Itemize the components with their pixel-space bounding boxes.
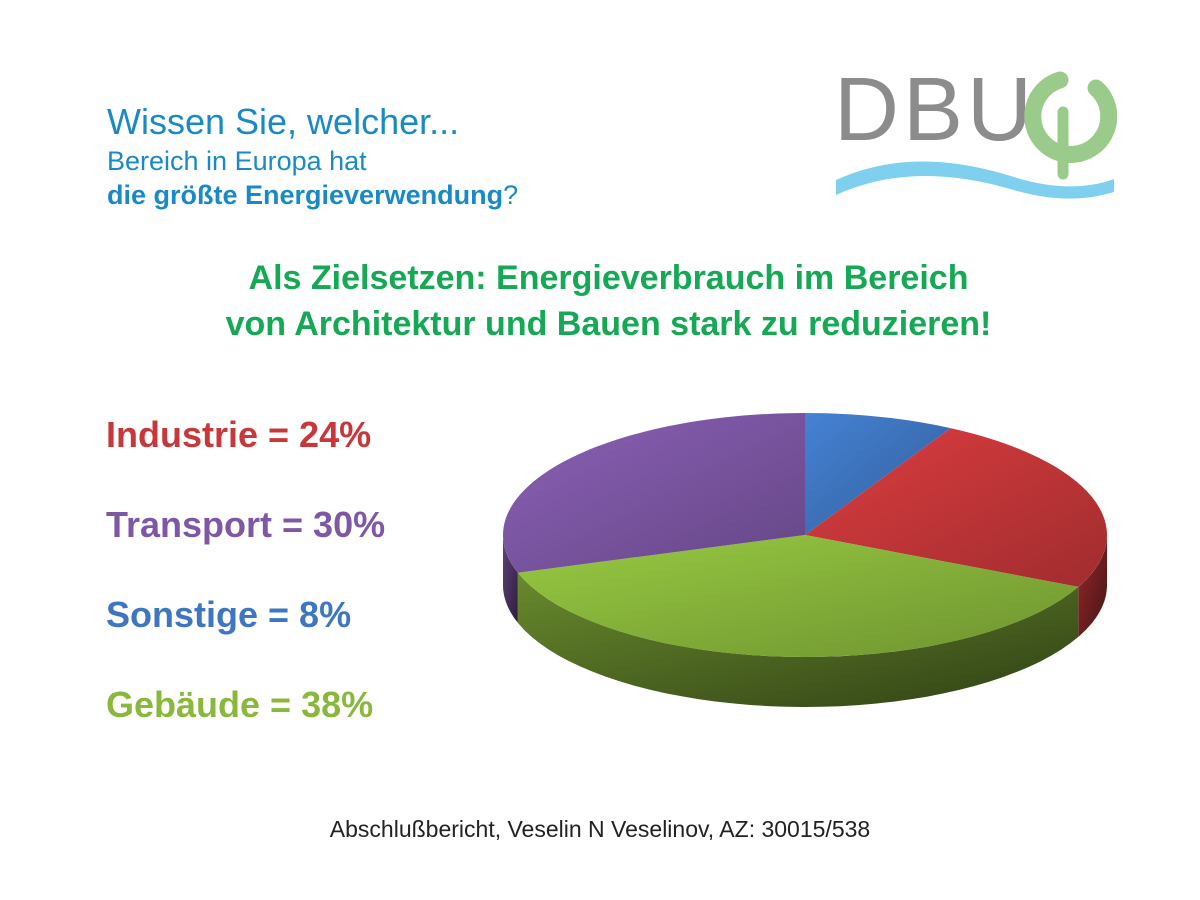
header-emphasis: die größte Energieverwendung <box>107 180 504 210</box>
pie-slice-gebäude <box>517 535 1079 657</box>
legend-item-transport: Transport = 30% <box>106 504 386 545</box>
goal-statement: Als Zielsetzen: Energieverbrauch im Bere… <box>0 255 1200 347</box>
pie-slice-sonstige <box>805 413 951 535</box>
legend: Industrie = 24% Transport = 30% Sonstige =… <box>106 410 385 770</box>
wave-icon <box>836 161 1114 199</box>
pie-side-gebäude <box>517 572 1079 707</box>
legend-item-sonstige: Sonstige = 8% <box>106 594 352 635</box>
pie-slice-transport <box>503 413 805 573</box>
source-citation: Abschlußbericht, Veselin N Veselinov, AZ… <box>329 816 871 842</box>
pie-slice-industrie <box>805 428 1107 587</box>
logo-text: DBU <box>834 60 1036 160</box>
header: Wissen Sie, welcher... Bereich in Europa… <box>107 100 518 212</box>
header-line-2: Bereich in Europa hat <box>107 146 367 176</box>
legend-item-gebäude: Gebäude = 38% <box>106 684 374 725</box>
energy-pie-chart <box>503 413 1107 707</box>
goal-line-1: Als Zielsetzen: Energieverbrauch im Bere… <box>248 259 969 297</box>
pie-side-transport <box>503 535 518 623</box>
header-question-mark: ? <box>503 180 519 210</box>
header-line-1: Wissen Sie, welcher... <box>107 101 460 142</box>
dbu-logo: DBU <box>834 60 1117 199</box>
goal-line-2: von Architektur und Bauen stark zu reduz… <box>225 305 992 343</box>
legend-item-industrie: Industrie = 24% <box>106 414 372 455</box>
pie-side-industrie <box>1078 535 1107 637</box>
leaf-icon <box>1024 71 1117 163</box>
header-line-3: die größte Energieverwendung? <box>107 178 518 212</box>
